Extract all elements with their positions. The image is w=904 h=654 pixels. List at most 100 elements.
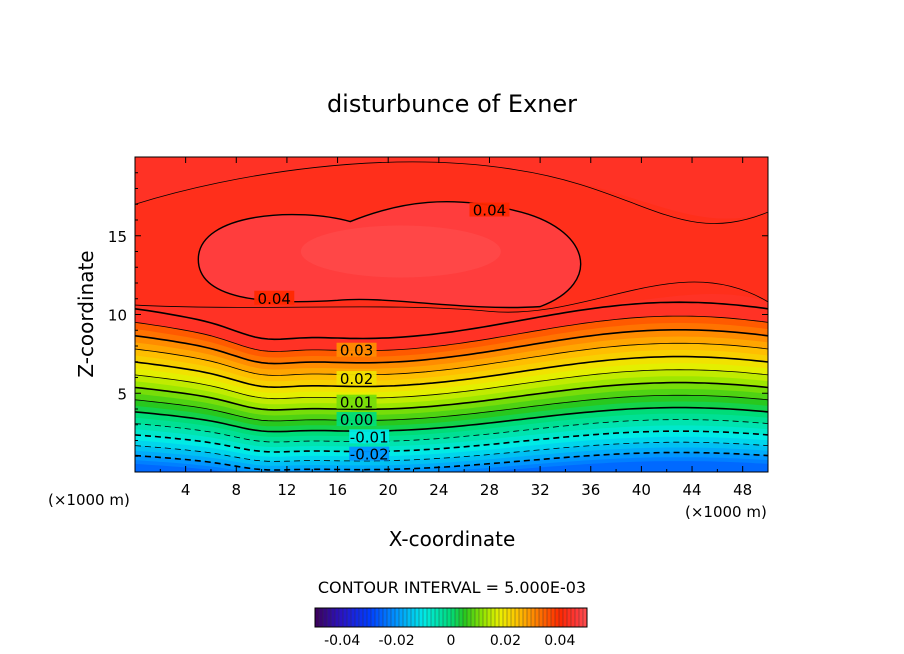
colorbar-cell xyxy=(403,608,407,627)
colorbar-frame xyxy=(314,607,588,628)
colorbar-cell xyxy=(543,608,547,627)
x-tick-label: 4 xyxy=(181,481,191,499)
colorbar-cell xyxy=(355,608,359,627)
x-tick-label: 16 xyxy=(328,481,347,499)
colorbar-cell xyxy=(491,608,495,627)
colorbar-cell xyxy=(431,608,435,627)
colorbar-cell xyxy=(511,608,515,627)
contour-line xyxy=(135,161,768,224)
colorbar-cell xyxy=(335,608,339,627)
colorbar-tick-label: 0.02 xyxy=(490,633,521,649)
colorbar-cell xyxy=(423,608,427,627)
colorbar-cell xyxy=(515,608,519,627)
contour-label-bg xyxy=(254,290,295,305)
x-tick-label: 44 xyxy=(682,481,701,499)
colorbar-cell xyxy=(479,608,483,627)
colorbar-cell xyxy=(499,608,503,627)
colorbar-cell xyxy=(391,608,395,627)
colorbar-cell xyxy=(435,608,439,627)
colorbar-cell xyxy=(315,608,319,627)
contour-label-bg xyxy=(469,202,510,217)
colorbar-cell xyxy=(503,608,507,627)
x-axis-ticks: 4 8 12 16 20 24 28 32 36 40 44 48 xyxy=(159,157,752,499)
colorbar-cell xyxy=(415,608,419,627)
y-axis-label: Z-coordinate xyxy=(74,250,98,377)
colorbar-cell xyxy=(359,608,363,627)
colorbar-cell xyxy=(367,608,371,627)
x-tick-label: 36 xyxy=(581,481,600,499)
contour-line xyxy=(135,406,768,433)
colorbar-cell xyxy=(419,608,423,627)
contour-label: 0.02 xyxy=(340,370,373,388)
contour-line xyxy=(135,301,768,341)
colorbar-cell xyxy=(535,608,539,627)
colorbar-cell xyxy=(395,608,399,627)
contour-label: -0.01 xyxy=(350,428,389,446)
colorbar-cell xyxy=(475,608,479,627)
contour-label-bg xyxy=(349,446,390,461)
contour-label: -0.02 xyxy=(350,446,389,464)
colorbar-cell xyxy=(407,608,411,627)
colorbar-cell xyxy=(583,608,587,627)
colorbar-tick-label: 0.04 xyxy=(544,633,575,649)
colorbar-cell xyxy=(411,608,415,627)
colorbar-cell xyxy=(487,608,491,627)
x-tick-label: 24 xyxy=(429,481,448,499)
colorbar-cell xyxy=(427,608,431,627)
contour-label: 0.04 xyxy=(473,202,506,220)
colorbar-cell xyxy=(319,608,323,627)
x-tick-label: 12 xyxy=(277,481,296,499)
colorbar-cell xyxy=(471,608,475,627)
contour-labels: 0.04 0.04 0.03 0.02 0.010.00-0.01-0.02 xyxy=(254,202,510,464)
x-tick-label: 32 xyxy=(531,481,550,499)
colorbar-cell xyxy=(455,608,459,627)
contour-line xyxy=(135,394,768,422)
colorbar-cell xyxy=(579,608,583,627)
colorbar xyxy=(314,608,587,627)
contour-line xyxy=(135,355,768,389)
colorbar-cell xyxy=(387,608,391,627)
contour-label-bg xyxy=(336,342,377,357)
colorbar-cell xyxy=(523,608,527,627)
contour-label-bg xyxy=(349,429,390,444)
colorbar-cell xyxy=(379,608,383,627)
colorbar-cell xyxy=(383,608,387,627)
colorbar-cell xyxy=(539,608,543,627)
x-tick-label: 8 xyxy=(232,481,242,499)
colorbar-cell xyxy=(571,608,575,627)
contour-label: 0.00 xyxy=(340,411,373,429)
colorbar-cell xyxy=(555,608,559,627)
contour-label: 0.01 xyxy=(340,394,373,412)
colorbar-cell xyxy=(531,608,535,627)
colorbar-cell xyxy=(363,608,367,627)
y-tick-label: 10 xyxy=(108,307,127,325)
colorbar-tick-label: -0.02 xyxy=(378,633,414,649)
contour-label-bg xyxy=(336,412,377,427)
colorbar-cell xyxy=(375,608,379,627)
x-unit-left: (×1000 m) xyxy=(48,491,130,509)
colorbar-cell xyxy=(559,608,563,627)
colorbar-cell xyxy=(443,608,447,627)
colorbar-cell xyxy=(343,608,347,627)
colorbar-cell xyxy=(575,608,579,627)
chart-title: disturbunce of Exner xyxy=(327,90,577,118)
contour-bands xyxy=(135,157,768,472)
plot-area xyxy=(135,157,768,472)
colorbar-cell xyxy=(527,608,531,627)
colorbar-tick-label: -0.04 xyxy=(324,633,360,649)
colorbar-cell xyxy=(439,608,443,627)
colorbar-cell xyxy=(463,608,467,627)
colorbar-cell xyxy=(447,608,451,627)
colorbar-cell xyxy=(483,608,487,627)
contour-line xyxy=(135,315,768,352)
colorbar-cell xyxy=(399,608,403,627)
contour-label-bg xyxy=(336,394,377,409)
contour-interval-text: CONTOUR INTERVAL = 5.000E-03 xyxy=(318,578,586,597)
colorbar-cell xyxy=(567,608,571,627)
contour-line xyxy=(135,369,768,400)
band-peak-core xyxy=(300,225,501,278)
contour-line xyxy=(135,342,768,376)
colorbar-tick-label: 0 xyxy=(447,633,456,649)
colorbar-cell xyxy=(451,608,455,627)
colorbar-cell xyxy=(323,608,327,627)
